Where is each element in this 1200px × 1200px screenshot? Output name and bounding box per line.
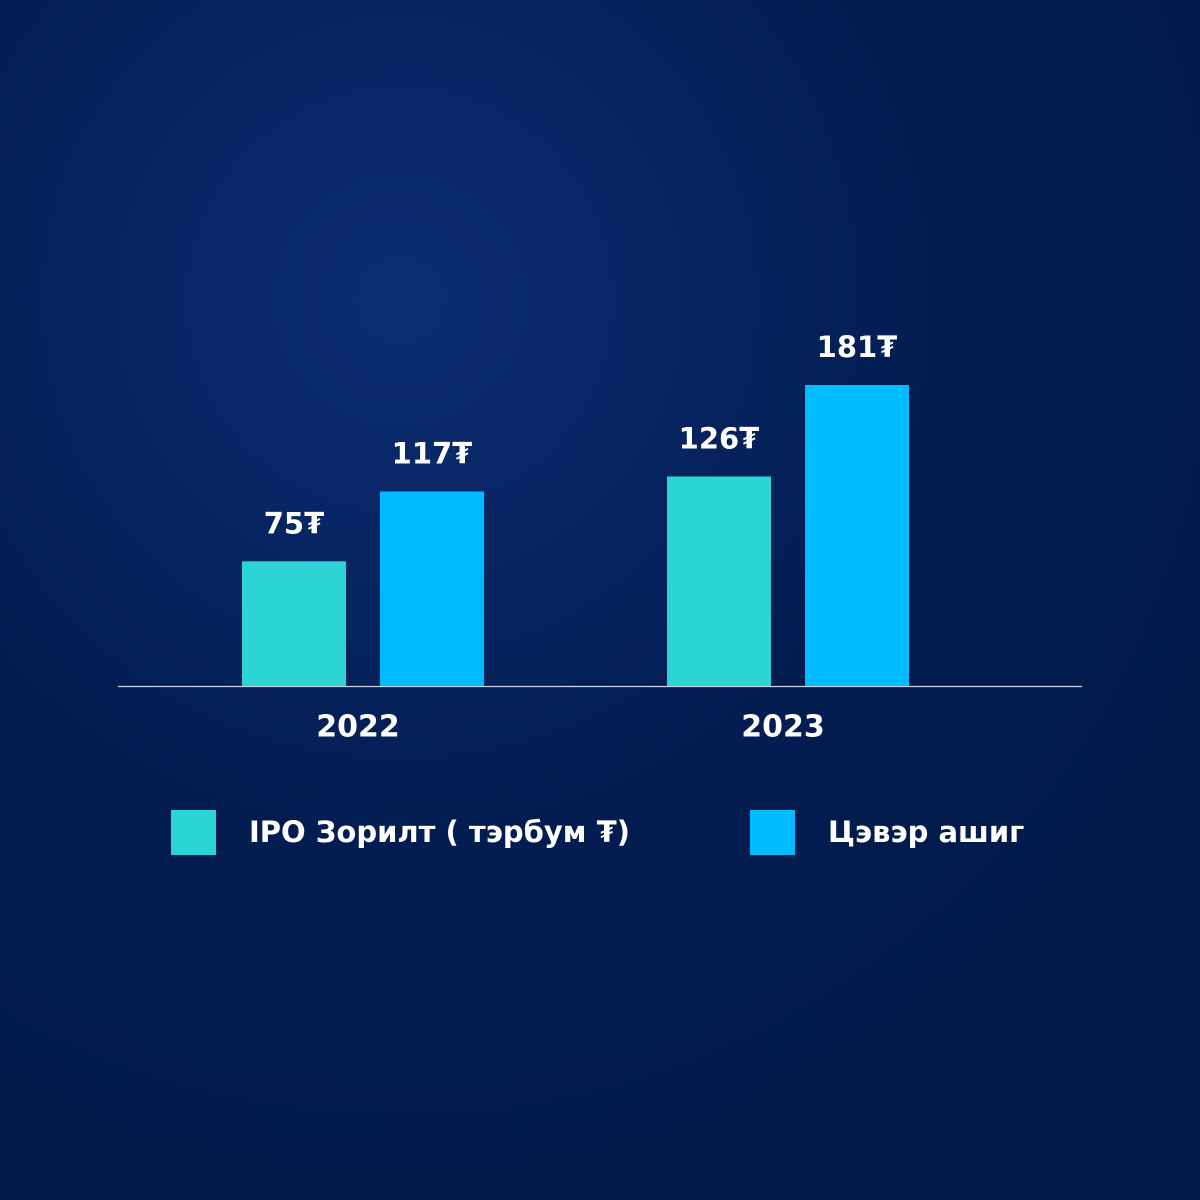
x-tick-label: 2022 xyxy=(316,710,400,745)
x-tick-label: 2023 xyxy=(741,710,825,745)
bar xyxy=(805,385,909,686)
bar xyxy=(380,491,484,686)
legend-label: IPO Зорилт ( тэрбум ₮) xyxy=(249,815,630,849)
legend-label: Цэвэр ашиг xyxy=(828,815,1024,849)
bar xyxy=(667,476,771,686)
value-label: 75₮ xyxy=(264,506,325,540)
value-label: 117₮ xyxy=(392,436,473,470)
value-label: 181₮ xyxy=(817,330,898,364)
legend-swatch xyxy=(171,810,216,855)
value-label: 126₮ xyxy=(679,421,760,455)
bar xyxy=(242,561,346,686)
legend-swatch xyxy=(750,810,795,855)
